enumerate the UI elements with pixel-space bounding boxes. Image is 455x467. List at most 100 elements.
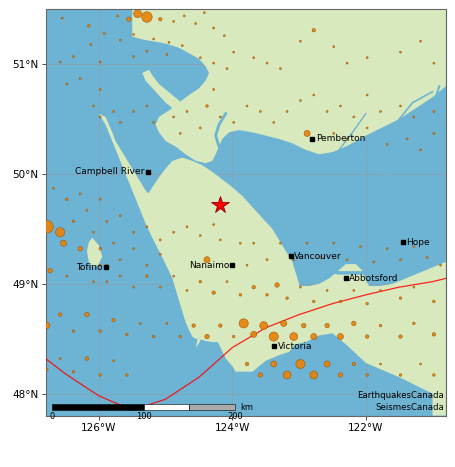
Point bbox=[350, 360, 358, 368]
Point bbox=[203, 102, 211, 110]
Text: EarthquakesCanada
SeismesCanada: EarthquakesCanada SeismesCanada bbox=[357, 391, 444, 411]
Point bbox=[297, 37, 304, 45]
Point bbox=[297, 97, 304, 104]
Point bbox=[243, 102, 251, 110]
Point bbox=[177, 130, 184, 137]
Point bbox=[370, 258, 378, 266]
Point bbox=[60, 240, 67, 247]
Point bbox=[290, 333, 298, 340]
Point bbox=[223, 278, 231, 285]
Point bbox=[114, 12, 121, 20]
Point bbox=[310, 27, 318, 34]
Point bbox=[130, 228, 137, 236]
Point bbox=[170, 272, 177, 280]
Point bbox=[50, 184, 57, 192]
Point bbox=[85, 22, 92, 29]
Point bbox=[397, 49, 404, 56]
Point bbox=[257, 108, 264, 115]
Point bbox=[364, 54, 371, 61]
Point bbox=[310, 297, 318, 305]
Point bbox=[324, 108, 331, 115]
Point bbox=[337, 102, 344, 110]
Point bbox=[56, 58, 64, 66]
Point bbox=[210, 59, 217, 67]
Polygon shape bbox=[87, 238, 102, 268]
Point bbox=[150, 35, 157, 42]
Point bbox=[83, 206, 91, 214]
Polygon shape bbox=[142, 70, 206, 130]
Point bbox=[56, 311, 64, 318]
Point bbox=[250, 240, 258, 247]
Point bbox=[210, 221, 217, 228]
Point bbox=[364, 371, 371, 379]
Point bbox=[90, 102, 97, 110]
Point bbox=[116, 36, 124, 44]
Point bbox=[290, 256, 298, 263]
Point bbox=[87, 41, 95, 48]
Polygon shape bbox=[258, 325, 269, 341]
Point bbox=[410, 243, 418, 250]
Point bbox=[116, 256, 124, 263]
Point bbox=[237, 240, 244, 247]
Point bbox=[217, 113, 224, 120]
Point bbox=[192, 20, 199, 28]
Point bbox=[59, 14, 66, 22]
Point bbox=[170, 113, 177, 120]
Point bbox=[330, 130, 338, 137]
Point bbox=[270, 360, 278, 368]
Text: Vancouver: Vancouver bbox=[294, 252, 342, 261]
Polygon shape bbox=[132, 9, 446, 163]
Point bbox=[76, 190, 84, 198]
Point bbox=[143, 262, 151, 269]
Point bbox=[130, 283, 137, 291]
Point bbox=[157, 250, 164, 258]
Point bbox=[404, 135, 411, 142]
Point bbox=[96, 327, 104, 335]
Text: Hope: Hope bbox=[406, 238, 430, 247]
Point bbox=[350, 113, 358, 120]
Point bbox=[377, 287, 384, 294]
Point bbox=[183, 287, 191, 294]
Point bbox=[203, 256, 211, 263]
Point bbox=[76, 75, 84, 82]
Point bbox=[70, 53, 77, 60]
Text: Tofino: Tofino bbox=[76, 263, 102, 272]
Point bbox=[273, 281, 281, 289]
Point bbox=[210, 24, 217, 32]
Point bbox=[70, 218, 77, 225]
Point bbox=[243, 360, 251, 368]
Point bbox=[270, 119, 278, 126]
Polygon shape bbox=[254, 306, 274, 328]
Point bbox=[130, 245, 137, 253]
Point bbox=[83, 355, 91, 362]
Point bbox=[70, 327, 77, 335]
Point bbox=[116, 272, 124, 280]
Point bbox=[277, 65, 284, 72]
Point bbox=[96, 196, 104, 203]
Point bbox=[223, 65, 231, 72]
Bar bbox=[189, 404, 235, 410]
Point bbox=[364, 91, 371, 99]
Point bbox=[157, 236, 164, 244]
Point bbox=[397, 102, 404, 110]
Point bbox=[70, 368, 77, 375]
Point bbox=[243, 262, 251, 269]
Point bbox=[230, 333, 238, 340]
Point bbox=[143, 272, 151, 280]
Point bbox=[143, 102, 151, 110]
Point bbox=[76, 245, 84, 253]
Point bbox=[63, 272, 71, 280]
Point bbox=[116, 119, 124, 126]
Point bbox=[46, 267, 54, 275]
Point bbox=[103, 218, 111, 225]
Point bbox=[377, 322, 384, 329]
Point bbox=[130, 53, 137, 60]
Text: Campbell River: Campbell River bbox=[75, 167, 144, 177]
Point bbox=[324, 360, 331, 368]
Point bbox=[123, 371, 131, 379]
Point bbox=[384, 245, 391, 253]
Point bbox=[197, 232, 204, 239]
Point bbox=[183, 223, 191, 231]
Point bbox=[230, 49, 238, 56]
Polygon shape bbox=[99, 113, 299, 342]
